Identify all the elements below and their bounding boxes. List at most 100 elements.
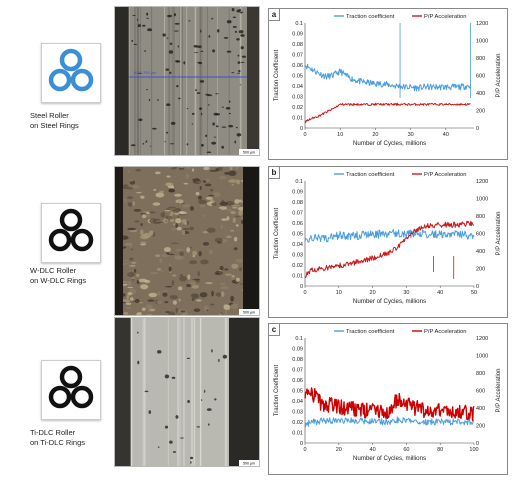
surface-texture [190,293,199,298]
pit-mark [130,144,136,147]
pit-mark [236,38,240,41]
pit-mark [169,42,173,45]
traction-series-line [304,228,475,243]
x-tick-label: 0 [303,447,306,453]
y-left-tick-label: 0.07 [292,368,303,374]
pit-mark [166,103,171,107]
y-left-tick-label: 0.09 [292,347,303,353]
y-right-axis-title: P/P Acceleration [496,212,502,256]
pit-mark [152,127,157,130]
pit-mark [144,390,149,393]
surface-texture [193,308,201,312]
surface-texture [202,214,205,218]
y-right-tick-label: 600 [476,232,485,238]
legend-label-acceleration: P/P Acceleration [424,172,466,178]
pit-mark [162,33,166,37]
specimen-label-line2: on Steel Rings [30,120,79,130]
pit-mark [212,49,216,53]
pit-mark [239,11,244,13]
surface-texture [174,213,180,215]
surface-texture [195,192,200,196]
surface-texture [235,224,239,227]
surface-texture [214,237,223,243]
pit-mark [208,104,210,106]
pit-mark [138,118,143,122]
x-tick-label: 50 [471,290,477,296]
surface-texture [126,307,132,309]
surface-texture [147,299,155,302]
pit-mark [238,30,244,34]
surface-texture [161,290,169,292]
legend-label-acceleration: P/P Acceleration [424,329,466,335]
surface-texture [232,207,238,209]
surface-texture [215,270,223,275]
pit-mark [145,17,150,19]
pit-mark [237,72,241,74]
pit-mark [190,461,192,464]
x-tick-label: 40 [437,290,443,296]
pit-mark [235,126,238,129]
pit-mark [207,94,213,97]
surface-texture [122,184,129,190]
pit-mark [164,141,166,143]
pit-mark [199,107,203,110]
surface-texture [220,224,224,230]
x-tick-label: 60 [403,447,409,453]
surface-texture [131,277,136,279]
y-left-tick-label: 0.05 [292,389,303,395]
surface-texture [145,214,151,217]
pit-mark [194,52,199,54]
pit-mark [170,121,176,125]
y-right-tick-label: 200 [476,424,485,430]
pit-mark [200,143,204,147]
surface-texture [127,227,137,231]
pit-mark [213,136,217,138]
surface-texture [176,226,182,231]
surface-texture [191,168,195,172]
surface-texture [165,311,171,313]
surface-texture [172,300,177,305]
y-right-axis-title: P/P Acceleration [496,54,502,98]
surface-texture [127,202,133,207]
surface-texture [164,301,169,304]
ring-circle-top [59,48,83,72]
specimen-label-line1: W-DLC Roller [30,266,77,275]
surface-texture [181,230,184,234]
surface-texture [230,211,236,215]
micrograph-image: 500 µm [114,317,260,467]
pit-mark [237,54,240,57]
y-left-tick-label: 0.04 [292,84,303,90]
surface-texture [189,206,194,211]
y-left-tick-label: 0.1 [295,179,303,185]
pit-mark [177,97,181,100]
pit-mark [215,93,219,95]
y-right-tick-label: 1200 [476,336,488,342]
surface-texture [210,188,214,192]
surface-texture [167,167,173,169]
acceleration-series-line [304,220,475,279]
x-tick-label: 10 [336,290,342,296]
surface-texture [226,216,230,221]
surface-texture [235,258,244,263]
pit-mark [236,9,241,13]
pit-mark [218,358,220,363]
pit-mark [206,151,212,153]
surface-texture [231,275,235,277]
y-left-tick-label: 0.07 [292,211,303,217]
surface-texture [205,196,213,200]
surface-texture [211,290,214,297]
surface-texture [197,195,203,200]
pit-mark [137,72,142,74]
x-tick-label: 0 [303,290,306,296]
pit-mark [199,80,205,83]
surface-texture [173,208,182,212]
pit-mark [148,98,151,102]
surface-texture [145,304,153,309]
y-right-axis-title: P/P Acceleration [496,369,502,413]
y-left-axis-title: Traction Coefficient [274,49,280,101]
surface-texture [230,295,235,302]
surface-texture [195,299,202,302]
surface-texture [179,211,187,215]
micrograph-edge [115,7,129,155]
pit-mark [228,112,231,115]
